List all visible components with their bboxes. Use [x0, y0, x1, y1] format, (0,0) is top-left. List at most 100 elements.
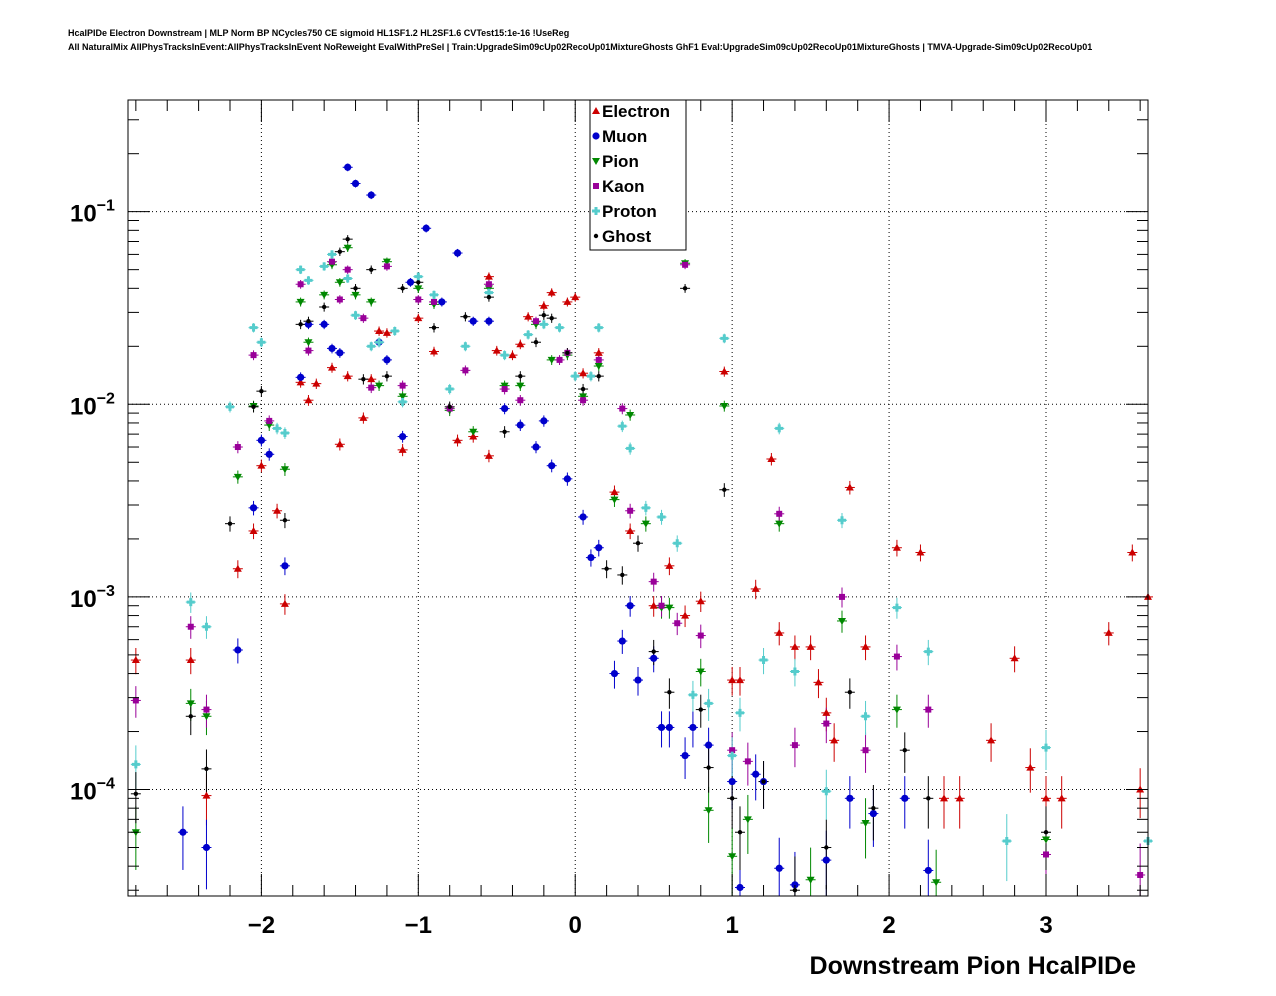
pion-point	[641, 520, 650, 528]
legend-label-ghost: Ghost	[602, 227, 651, 246]
proton-point	[892, 603, 901, 612]
ghost-point	[251, 404, 256, 410]
pion-point	[304, 339, 313, 347]
kaon-point	[336, 296, 343, 303]
legend-label-electron: Electron	[602, 102, 670, 121]
muon-point	[791, 881, 799, 889]
ghost-point	[729, 796, 735, 801]
pion-point	[343, 244, 352, 252]
kaon-point	[744, 758, 751, 765]
muon-point	[587, 553, 595, 562]
electron-point	[814, 678, 823, 686]
electron-point	[728, 676, 737, 684]
muon-point	[752, 770, 760, 778]
electron-point	[249, 526, 258, 534]
kaon-point	[187, 623, 194, 630]
pion-point	[367, 298, 376, 306]
kaon-point	[682, 261, 689, 268]
electron-point	[830, 736, 839, 744]
ghost-point	[518, 373, 523, 379]
electron-point	[343, 372, 352, 380]
pion-point	[320, 291, 329, 299]
electron-point	[367, 375, 376, 383]
muon-point	[822, 856, 830, 864]
legend-marker-muon	[592, 132, 600, 140]
proton-point	[304, 276, 313, 285]
proton-point	[775, 424, 784, 433]
y-tick-label: 10−3	[70, 583, 115, 613]
kaon-point	[697, 632, 704, 639]
proton-point	[343, 274, 352, 283]
grid-lines	[128, 100, 1148, 896]
proton-point	[351, 311, 360, 320]
electron-point	[916, 548, 925, 556]
kaon-point	[619, 405, 626, 412]
muon-point	[453, 249, 462, 257]
ghost-point	[596, 373, 601, 379]
electron-point	[547, 288, 556, 296]
ghost-point	[306, 319, 311, 324]
muon-point	[540, 417, 548, 425]
electron-point	[296, 378, 305, 386]
electron-point	[453, 436, 462, 444]
electron-point	[767, 454, 776, 462]
muon-point	[618, 637, 626, 645]
kaon-point	[360, 315, 367, 322]
muon-point	[328, 344, 336, 353]
kaon-point	[556, 356, 563, 363]
ghost-point	[133, 791, 139, 797]
kaon-point	[297, 281, 304, 288]
electron-point	[304, 396, 313, 404]
muon-point	[344, 163, 352, 171]
kaon-point	[431, 298, 437, 305]
ghost-point	[722, 487, 727, 492]
muon-point	[249, 504, 258, 512]
ghost-point	[337, 249, 343, 254]
ghost-point	[227, 521, 233, 526]
electron-point	[273, 506, 282, 514]
electron-point	[594, 348, 603, 356]
muon-point	[469, 317, 477, 325]
electron-point	[280, 599, 289, 607]
ghost-point	[902, 747, 907, 753]
ghost-point	[549, 315, 554, 321]
proton-point	[838, 516, 846, 525]
pion-point	[861, 820, 870, 828]
kaon-point	[627, 507, 634, 514]
muon-point	[320, 320, 328, 328]
proton-point	[328, 250, 336, 259]
ghost-point	[761, 779, 766, 784]
pion-point	[579, 393, 588, 401]
ghost-point	[298, 322, 303, 327]
proton-point	[736, 708, 744, 717]
title-line-2: All NaturalMix AllPhysTracksInEvent:AllP…	[68, 42, 1093, 52]
x-tick-label: 1	[725, 912, 738, 939]
muon-point	[485, 317, 493, 325]
electron-point	[492, 346, 501, 354]
proton-point	[641, 503, 650, 512]
proton-point	[398, 397, 407, 406]
pion-point	[547, 356, 556, 364]
kaon-point	[533, 318, 539, 325]
x-axis-label: Downstream Pion HcalPIDe	[810, 952, 1137, 980]
kaon-point	[344, 266, 351, 273]
pion-point	[932, 879, 941, 887]
ghost-point	[580, 386, 586, 392]
electron-point	[484, 451, 493, 459]
proton-point	[618, 422, 627, 431]
electron-point	[1010, 654, 1019, 662]
electron-point	[987, 736, 996, 744]
electron-point	[1104, 628, 1113, 636]
muon-point	[351, 179, 360, 188]
electron-point	[1057, 794, 1066, 802]
kaon-point	[839, 593, 845, 600]
kaon-point	[1043, 851, 1049, 858]
ghost-point	[926, 796, 931, 801]
title-block: HcalPIDe Electron Downstream | MLP Norm …	[68, 26, 1092, 54]
ghost-point	[384, 373, 390, 379]
electron-point	[736, 676, 744, 684]
proton-point	[759, 656, 768, 665]
kaon-point	[1137, 871, 1144, 878]
electron-point	[257, 461, 266, 469]
kaon-point	[791, 742, 798, 749]
